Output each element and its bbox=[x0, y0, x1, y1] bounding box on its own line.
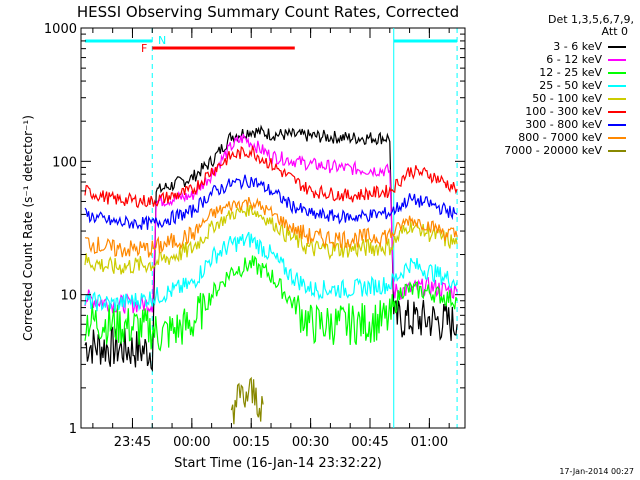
legend-entry-label: 50 - 100 keV bbox=[532, 92, 602, 105]
series-line bbox=[84, 174, 458, 230]
legend-entry: 800 - 7000 keV bbox=[484, 131, 634, 144]
series-layer bbox=[84, 124, 458, 425]
legend-swatch bbox=[608, 85, 626, 87]
legend-swatch bbox=[608, 150, 626, 152]
legend-header-line: Att 0 bbox=[601, 25, 628, 38]
y-tick-label: 1 bbox=[69, 422, 77, 437]
legend-entry-label: 100 - 300 keV bbox=[525, 105, 602, 118]
legend-entry-label: 3 - 6 keV bbox=[553, 40, 602, 53]
legend-entry-label: 25 - 50 keV bbox=[539, 79, 602, 92]
chart-title: HESSI Observing Summary Count Rates, Cor… bbox=[77, 3, 459, 21]
legend-entry-label: 12 - 25 keV bbox=[539, 66, 602, 79]
legend-entry-label: 7000 - 20000 keV bbox=[504, 144, 602, 157]
legend-rows: 3 - 6 keV 6 - 12 keV 12 - 25 keV 25 - 50 ke… bbox=[484, 40, 634, 157]
legend-swatch bbox=[608, 72, 626, 74]
x-tick-label: 00:30 bbox=[292, 435, 329, 450]
legend-entry: 12 - 25 keV bbox=[484, 66, 634, 79]
legend-swatch bbox=[608, 124, 626, 126]
flare-flag-annotation: F bbox=[141, 42, 147, 55]
legend-swatch bbox=[608, 111, 626, 113]
legend-entry-label: 300 - 800 keV bbox=[525, 118, 602, 131]
legend-entry: 100 - 300 keV bbox=[484, 105, 634, 118]
series-line bbox=[84, 255, 458, 352]
series-line bbox=[84, 231, 458, 312]
legend-entry-label: 6 - 12 keV bbox=[546, 53, 602, 66]
legend-entry: 7000 - 20000 keV bbox=[484, 144, 634, 157]
plot-frame bbox=[80, 27, 466, 429]
legend: Det 1,3,5,6,7,9, Att 0 3 - 6 keV 6 - 12 k… bbox=[484, 13, 634, 158]
series-line bbox=[84, 144, 458, 209]
date-stamp: 17-Jan-2014 00:27 bbox=[559, 467, 634, 476]
x-tick-label: 00:45 bbox=[351, 435, 388, 450]
series-line bbox=[230, 376, 264, 425]
series-line bbox=[84, 203, 458, 275]
x-axis: 23:45 00:00 00:15 00:30 00:45 01:00 bbox=[92, 28, 450, 450]
legend-entry: 300 - 800 keV bbox=[484, 118, 634, 131]
legend-entry: 50 - 100 keV bbox=[484, 92, 634, 105]
legend-swatch bbox=[608, 46, 626, 48]
series-line bbox=[84, 196, 458, 258]
x-tick-label: 00:15 bbox=[232, 435, 269, 450]
legend-entry-label: 800 - 7000 keV bbox=[518, 131, 602, 144]
legend-header-line: Det 1,3,5,6,7,9, bbox=[547, 13, 634, 26]
x-tick-label: 00:00 bbox=[173, 435, 210, 450]
legend-swatch bbox=[608, 137, 626, 139]
legend-swatch bbox=[608, 59, 626, 61]
x-tick-label: 01:00 bbox=[411, 435, 448, 450]
y-axis-label: Corrected Count Rate (s⁻¹ detector⁻¹) bbox=[21, 115, 35, 341]
y-tick-label: 10 bbox=[60, 289, 77, 304]
legend-entry: 3 - 6 keV bbox=[484, 40, 634, 53]
legend-swatch bbox=[608, 98, 626, 100]
y-tick-label: 1000 bbox=[44, 22, 77, 37]
legend-entry: 6 - 12 keV bbox=[484, 53, 634, 66]
x-tick-label: 23:45 bbox=[114, 435, 151, 450]
y-tick-label: 100 bbox=[52, 155, 77, 170]
x-axis-label: Start Time (16-Jan-14 23:32:22) bbox=[174, 456, 382, 471]
legend-entry: 25 - 50 keV bbox=[484, 79, 634, 92]
y-axis: 1 10 100 1000 bbox=[44, 22, 465, 437]
night-flag-annotation: N bbox=[158, 34, 166, 47]
